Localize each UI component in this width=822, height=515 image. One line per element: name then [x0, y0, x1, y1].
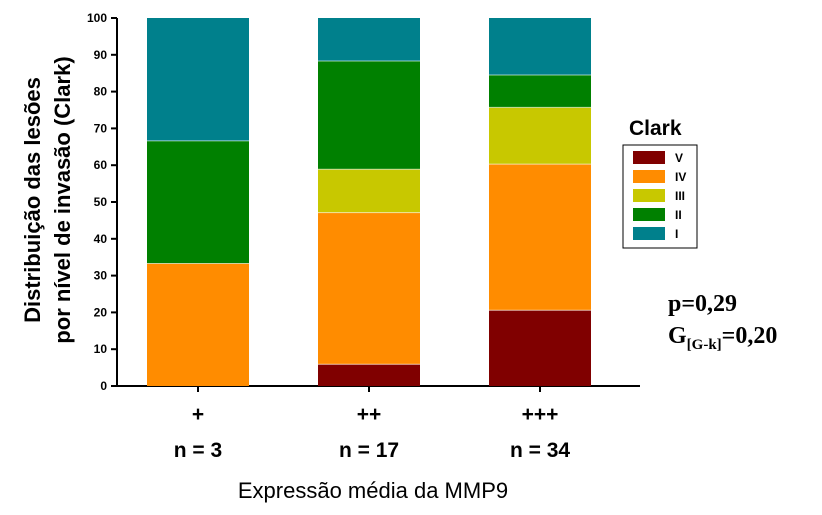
gk-subscript: [G-k]: [687, 337, 722, 353]
bar-segment-ii: [489, 75, 591, 108]
bar-segment-v: [318, 364, 420, 386]
y-axis-title: Distribuição das lesões por nível de inv…: [20, 56, 75, 343]
y-tick-label: 80: [94, 85, 108, 99]
y-axis-label-line-2: por nível de invasão (Clark): [50, 56, 75, 343]
y-tick-label: 90: [94, 48, 108, 62]
gk-prefix: G: [668, 323, 687, 349]
y-axis-label-line-1: Distribuição das lesões: [20, 77, 45, 323]
bar-segment-v: [489, 310, 591, 386]
y-tick-label: 20: [94, 305, 108, 319]
legend-label-v: V: [675, 151, 683, 165]
y-tick-label: 70: [94, 121, 108, 135]
bar-segment-iii: [489, 107, 591, 165]
legend-label-iv: IV: [675, 170, 686, 184]
legend-label-i: I: [675, 227, 678, 241]
p-value-text: p=0,29: [668, 291, 737, 317]
legend-label-ii: II: [675, 208, 682, 222]
x-sample-size-label: n = 34: [510, 439, 570, 462]
y-tick-label: 10: [94, 342, 108, 356]
x-category-label: +: [192, 403, 204, 426]
gk-value: =0,20: [722, 323, 778, 349]
y-tick-label: 60: [94, 158, 108, 172]
x-sample-size-label: n = 3: [174, 439, 222, 462]
legend-title: Clark: [629, 117, 682, 140]
legend-swatch-ii: [633, 208, 665, 221]
legend-swatch-i: [633, 227, 665, 240]
bar-segment-i: [318, 18, 420, 62]
legend-swatch-v: [633, 151, 665, 164]
bars: [147, 18, 591, 386]
bar-segment-ii: [147, 140, 249, 264]
bar-segment-iv: [489, 164, 591, 311]
y-tick-label: 40: [94, 232, 108, 246]
gk-statistic-text: G[G-k]=0,20: [668, 323, 777, 353]
x-category-label: ++: [357, 403, 382, 426]
bar-segment-iii: [318, 169, 420, 213]
bar-segment-i: [489, 18, 591, 76]
legend-label-iii: III: [675, 189, 685, 203]
legend-box: [622, 144, 698, 249]
x-sample-size-label: n = 17: [339, 439, 399, 462]
legend-swatch-iii: [633, 189, 665, 202]
x-categories: + n = 3 ++ n = 17 +++ n = 34: [174, 386, 570, 462]
bar-segment-iv: [147, 263, 249, 386]
x-axis-label: Expressão média da MMP9: [238, 478, 508, 503]
bar-segment-iv: [318, 212, 420, 365]
y-tick-label: 30: [94, 269, 108, 283]
x-category-label: +++: [522, 403, 559, 426]
y-tick-label: 50: [94, 195, 108, 209]
bar-segment-i: [147, 18, 249, 141]
bar-segment-ii: [318, 61, 420, 170]
statistics-annotation: p=0,29 G[G-k]=0,20: [668, 291, 777, 353]
legend-swatch-iv: [633, 170, 665, 183]
y-tick-label: 0: [100, 379, 107, 393]
y-tick-label: 100: [87, 11, 107, 25]
y-ticks: 0 10 20 30 40 50 60 70 80 90 100: [87, 11, 117, 393]
